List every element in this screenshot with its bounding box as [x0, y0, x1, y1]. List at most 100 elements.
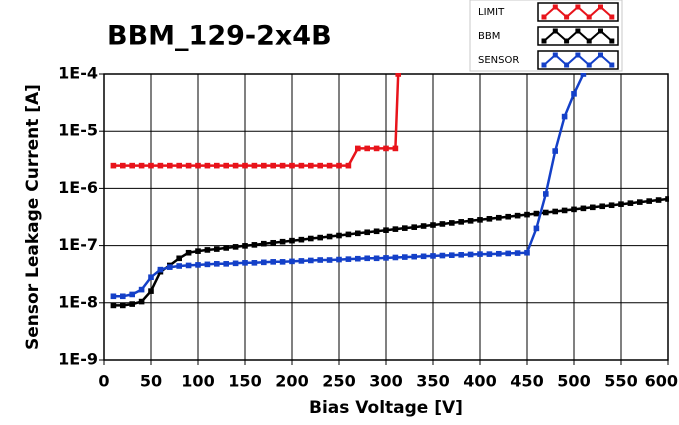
- data-point: [590, 204, 596, 211]
- x-tick-label: 0: [98, 372, 109, 391]
- data-point: [326, 162, 333, 169]
- data-point: [411, 224, 417, 230]
- data-point: [580, 73, 587, 77]
- data-point: [477, 251, 483, 257]
- y-tick-label: 1E-4: [58, 64, 98, 83]
- data-point: [120, 302, 126, 309]
- legend-marker: [598, 28, 603, 34]
- legend-marker: [609, 62, 615, 68]
- data-point: [637, 199, 643, 205]
- data-point: [496, 250, 502, 257]
- data-point: [195, 248, 201, 254]
- x-tick-label: 550: [604, 372, 637, 391]
- data-point: [298, 236, 305, 243]
- data-point: [110, 293, 117, 300]
- data-point: [571, 206, 577, 213]
- data-point: [392, 226, 399, 232]
- data-point: [486, 251, 493, 257]
- data-point: [298, 258, 305, 264]
- data-point: [355, 255, 361, 262]
- legend-label: SENSOR: [478, 55, 519, 66]
- data-point: [514, 212, 521, 219]
- y-tick-label: 1E-5: [58, 121, 98, 140]
- data-point: [655, 197, 662, 203]
- data-point: [627, 200, 634, 206]
- data-point: [148, 274, 154, 281]
- legend-marker: [541, 14, 547, 20]
- legend: LIMIT BBM SENSOR: [469, 0, 623, 72]
- data-point: [110, 162, 117, 169]
- data-point: [289, 258, 295, 265]
- legend-marker: [552, 52, 558, 58]
- data-point: [373, 145, 380, 152]
- data-point: [120, 162, 126, 169]
- data-point: [251, 162, 258, 169]
- data-point: [486, 216, 493, 222]
- data-point: [665, 196, 669, 202]
- legend-marker: [552, 28, 558, 34]
- x-tick-label: 450: [510, 372, 543, 391]
- data-point: [308, 162, 314, 169]
- data-point: [120, 293, 126, 300]
- data-point: [345, 231, 352, 238]
- data-point: [552, 208, 558, 215]
- data-point: [261, 162, 267, 169]
- data-point: [223, 162, 229, 169]
- data-point: [176, 162, 182, 169]
- x-tick-label: 250: [322, 372, 355, 391]
- data-point: [157, 266, 164, 273]
- data-point: [552, 148, 558, 154]
- data-point: [298, 162, 305, 169]
- legend-marker: [564, 38, 570, 44]
- data-point: [467, 218, 474, 224]
- data-point: [129, 291, 135, 298]
- x-tick-label: 50: [140, 372, 162, 391]
- legend-marker: [575, 4, 581, 10]
- legend-marker: [586, 14, 592, 20]
- legend-marker: [598, 4, 603, 10]
- data-point: [524, 249, 530, 256]
- data-point: [251, 242, 258, 248]
- data-point: [336, 232, 342, 239]
- data-point: [505, 213, 511, 220]
- data-point: [185, 249, 192, 256]
- data-point: [232, 260, 239, 267]
- data-point: [195, 162, 201, 169]
- data-point: [467, 251, 474, 258]
- legend-marker: [575, 52, 581, 58]
- data-point: [439, 221, 446, 227]
- data-point: [279, 259, 286, 265]
- data-point: [195, 262, 201, 268]
- data-point: [420, 253, 427, 260]
- x-tick-label: 100: [181, 372, 214, 391]
- data-point: [561, 207, 568, 214]
- data-point: [439, 252, 446, 259]
- data-point: [223, 245, 229, 251]
- legend-marker: [541, 62, 547, 68]
- data-point: [270, 239, 276, 246]
- data-point: [580, 205, 587, 212]
- x-axis-title: Bias Voltage [V]: [309, 398, 463, 418]
- data-point: [383, 145, 389, 152]
- legend-marker: [586, 62, 592, 68]
- data-point: [533, 210, 540, 217]
- data-point: [204, 261, 211, 268]
- data-point: [571, 91, 577, 97]
- legend-label: LIMIT: [478, 7, 505, 18]
- data-point: [261, 259, 267, 266]
- data-point: [317, 257, 323, 263]
- data-point: [402, 225, 408, 231]
- data-point: [345, 256, 352, 262]
- y-axis-title: Sensor Leakage Current [A]: [23, 84, 43, 350]
- data-point: [110, 302, 117, 309]
- data-point: [157, 162, 164, 169]
- y-tick-label: 1E-8: [58, 292, 98, 311]
- data-point: [608, 202, 615, 209]
- data-point: [185, 162, 192, 169]
- data-point: [242, 243, 248, 249]
- data-point: [383, 255, 389, 261]
- x-tick-label: 150: [228, 372, 261, 391]
- legend-marker: [598, 52, 603, 58]
- data-point: [185, 262, 192, 269]
- data-point: [261, 240, 267, 247]
